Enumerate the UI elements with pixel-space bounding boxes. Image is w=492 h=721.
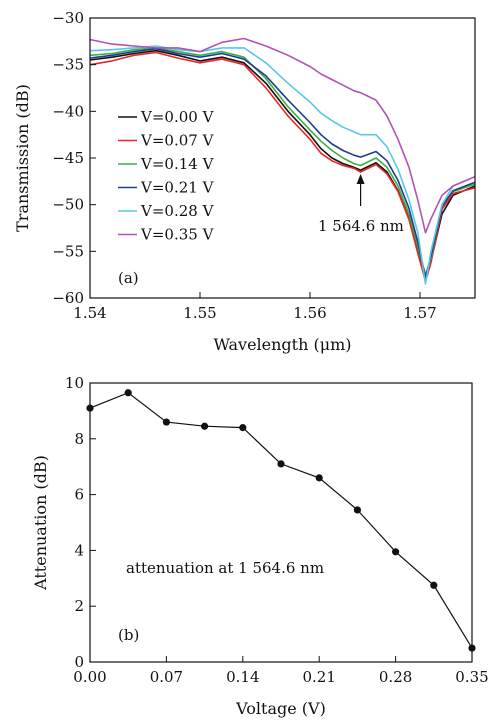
attenuation-series-group xyxy=(86,389,476,652)
x-tick-label: 0.14 xyxy=(226,668,259,686)
attenuation-point xyxy=(430,581,438,589)
series-line-5 xyxy=(89,45,476,285)
x-axis-title-wavelength: Wavelength (μm) xyxy=(213,335,351,354)
attenuation-point xyxy=(124,389,132,397)
attenuation-point xyxy=(468,644,476,652)
transmission-legend: V=0.00 V V=0.07 V V=0.14 V V=0.21 V V=0.28 V… xyxy=(118,108,215,244)
x-tick-label: 1.54 xyxy=(73,304,106,322)
attenuation-axis-ticks: 0.00 0.07 0.14 0.21 0.28 0.35 0 2 4 6 8 10 xyxy=(65,374,489,686)
legend-entry: V=0.07 V xyxy=(140,132,215,150)
y-tick-label: −50 xyxy=(52,196,84,214)
y-tick-label: 2 xyxy=(74,597,84,615)
attenuation-point xyxy=(239,424,247,432)
panel-label-a: (a) xyxy=(118,269,139,287)
legend-entry: V=0.35 V xyxy=(140,226,215,244)
y-tick-label: −40 xyxy=(52,102,84,120)
wavelength-marker-arrowhead xyxy=(356,174,365,184)
x-tick-label: 0.21 xyxy=(302,668,335,686)
x-tick-label: 1.56 xyxy=(293,304,326,322)
panel-label-b: (b) xyxy=(118,626,139,644)
legend-entry: V=0.00 V xyxy=(140,108,215,126)
attenuation-line xyxy=(89,392,473,649)
legend-entry: V=0.21 V xyxy=(140,179,215,197)
y-tick-label: 0 xyxy=(74,653,84,671)
transmission-chart: 1.54 1.55 1.56 1.57 −30 −35 −40 −45 −50 −55 −60 V=… xyxy=(13,9,476,354)
y-axis-title-attenuation: Attenuation (dB) xyxy=(31,455,50,591)
attenuation-annotation: attenuation at 1 564.6 nm xyxy=(126,559,324,577)
attenuation-point xyxy=(392,548,400,556)
y-tick-label: 8 xyxy=(74,430,84,448)
attenuation-point xyxy=(162,418,170,426)
y-tick-label: 4 xyxy=(74,541,84,559)
x-tick-label: 0.00 xyxy=(73,668,106,686)
x-tick-label: 0.07 xyxy=(150,668,183,686)
y-tick-label: −45 xyxy=(52,149,84,167)
x-tick-label: 1.57 xyxy=(403,304,436,322)
transmission-series-group xyxy=(89,37,476,285)
x-tick-label: 0.35 xyxy=(455,668,488,686)
y-tick-label: −35 xyxy=(52,56,84,74)
y-tick-label: 10 xyxy=(65,374,84,392)
x-tick-label: 0.28 xyxy=(379,668,412,686)
attenuation-point xyxy=(201,422,209,430)
attenuation-point xyxy=(353,506,361,514)
legend-entry: V=0.14 V xyxy=(140,155,215,173)
attenuation-plot-frame xyxy=(89,382,473,663)
attenuation-point xyxy=(315,474,323,482)
y-axis-title-transmission: Transmission (dB) xyxy=(13,84,32,232)
transmission-axis-ticks: 1.54 1.55 1.56 1.57 −30 −35 −40 −45 −50 −55 −60 xyxy=(52,9,436,322)
legend-entry: V=0.28 V xyxy=(140,202,215,220)
wavelength-marker-label: 1 564.6 nm xyxy=(318,217,404,235)
x-tick-label: 1.55 xyxy=(183,304,216,322)
attenuation-chart: 0.00 0.07 0.14 0.21 0.28 0.35 0 2 4 6 8 10 attenuat… xyxy=(31,374,489,718)
x-axis-title-voltage: Voltage (V) xyxy=(235,699,326,718)
y-tick-label: 6 xyxy=(74,486,84,504)
attenuation-point xyxy=(86,404,94,412)
y-tick-label: −55 xyxy=(52,242,84,260)
attenuation-point xyxy=(277,460,285,468)
y-tick-label: −60 xyxy=(52,289,84,307)
y-tick-label: −30 xyxy=(52,9,84,27)
series-line-6 xyxy=(89,37,476,234)
